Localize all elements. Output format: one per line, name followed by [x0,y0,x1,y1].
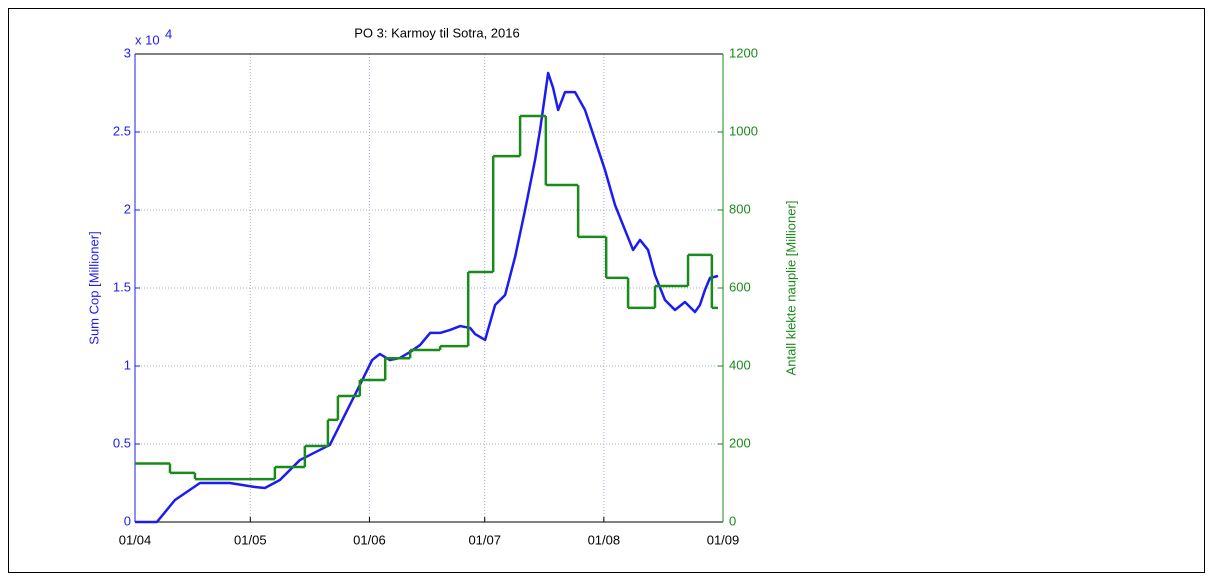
y-tick-label: 2 [124,201,131,216]
x-tick-label: 01/09 [707,532,740,547]
x-tick-label: 01/04 [119,532,152,547]
y2-tick-label: 400 [729,357,751,372]
x-tick-label: 01/07 [468,532,501,547]
x-tick-label: 01/08 [588,532,621,547]
y-tick-label: 3 [124,45,131,60]
y-tick-label: 1 [124,357,131,372]
y-axis-label: Sum Cop [Millioner] [86,231,101,344]
x-tick-label: 01/05 [234,532,267,547]
y-tick-label: 2.5 [113,123,131,138]
y2-tick-label: 1000 [729,123,758,138]
y2-axis-label: Antall klekte nauplie [Millioner] [783,201,798,376]
y2-tick-label: 0 [729,513,736,528]
frame [8,8,1205,573]
chart-title: PO 3: Karmoy til Sotra, 2016 [354,25,519,40]
y2-tick-label: 800 [729,201,751,216]
y2-tick-label: 600 [729,279,751,294]
y-multiplier-exponent: 4 [165,26,172,41]
y-tick-label: 0 [124,513,131,528]
y-tick-label: 1.5 [113,279,131,294]
y2-tick-label: 1200 [729,45,758,60]
y2-tick-label: 200 [729,435,751,450]
y-tick-label: 0.5 [113,435,131,450]
line [135,71,719,524]
y-multiplier: x 10 [135,32,160,47]
x-tick-label: 01/06 [353,532,386,547]
